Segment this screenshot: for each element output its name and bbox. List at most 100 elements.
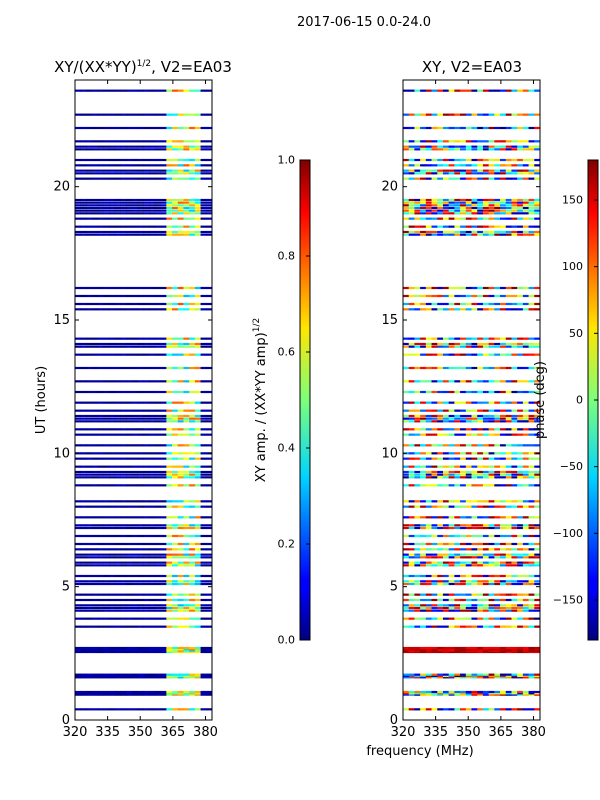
heatmap-cell: [143, 230, 150, 234]
heatmap-cell: [511, 233, 518, 236]
heatmap-cell: [454, 609, 461, 612]
heatmap-cell: [403, 693, 410, 696]
heatmap-cell: [471, 556, 478, 559]
heatmap-cell: [522, 604, 529, 607]
heatmap-cell: [408, 201, 415, 204]
heatmap-cell: [137, 516, 144, 519]
heatmap-cell: [517, 342, 524, 346]
heatmap-cell: [103, 198, 110, 202]
heatmap-cell: [137, 444, 144, 447]
right-time-row: [403, 708, 541, 711]
heatmap-cell: [437, 337, 444, 340]
heatmap-cell: [471, 604, 478, 607]
heatmap-cell: [420, 89, 427, 92]
heatmap-cell: [189, 470, 196, 474]
heatmap-cell: [505, 444, 512, 447]
heatmap-cell: [414, 593, 421, 596]
heatmap-cell: [437, 414, 444, 418]
heatmap-cell: [160, 353, 167, 356]
heatmap-cell: [103, 366, 110, 370]
heatmap-cell: [80, 526, 87, 530]
heatmap-cell: [420, 593, 427, 596]
heatmap-cell: [183, 690, 190, 694]
left-time-row: [75, 452, 213, 455]
heatmap-cell: [120, 342, 127, 346]
heatmap-cell: [103, 548, 110, 551]
heatmap-cell: [511, 674, 518, 678]
heatmap-cell: [189, 582, 196, 586]
heatmap-cell: [200, 648, 207, 651]
heatmap-cell: [189, 140, 196, 143]
heatmap-cell: [120, 286, 127, 290]
heatmap-cell: [109, 693, 116, 696]
heatmap-cell: [420, 516, 427, 519]
right-time-row: [403, 564, 541, 567]
heatmap-cell: [454, 524, 461, 527]
heatmap-cell: [454, 409, 461, 412]
heatmap-cell: [92, 473, 99, 476]
heatmap-cell: [97, 690, 104, 694]
heatmap-cell: [528, 209, 535, 212]
heatmap-cell: [103, 89, 110, 92]
heatmap-cell: [420, 505, 427, 508]
heatmap-cell: [522, 230, 529, 234]
heatmap-cell: [189, 420, 196, 423]
heatmap-cell: [177, 230, 184, 234]
heatmap-cell: [408, 198, 415, 202]
heatmap-cell: [420, 401, 427, 404]
heatmap-cell: [437, 433, 444, 436]
heatmap-cell: [154, 690, 161, 694]
heatmap-cell: [528, 690, 535, 694]
heatmap-cell: [132, 164, 139, 167]
heatmap-cell: [482, 145, 489, 148]
heatmap-cell: [477, 417, 484, 420]
heatmap-cell: [431, 302, 438, 306]
heatmap-cell: [177, 606, 184, 610]
heatmap-cell: [200, 646, 207, 650]
heatmap-cell: [132, 140, 139, 143]
heatmap-cell: [505, 574, 512, 578]
heatmap-cell: [528, 145, 535, 148]
heatmap-cell: [103, 409, 110, 412]
heatmap-cell: [420, 598, 427, 602]
heatmap-cell: [92, 606, 99, 610]
heatmap-cell: [403, 692, 410, 695]
heatmap-cell: [183, 233, 190, 236]
heatmap-cell: [500, 209, 507, 212]
heatmap-cell: [137, 145, 144, 148]
heatmap-cell: [97, 294, 104, 298]
heatmap-cell: [477, 676, 484, 679]
heatmap-cell: [149, 473, 156, 476]
heatmap-cell: [86, 553, 93, 556]
heatmap-cell: [522, 145, 529, 148]
left-time-row: [75, 217, 213, 220]
heatmap-cell: [528, 693, 535, 696]
heatmap-cell: [143, 500, 150, 503]
heatmap-cell: [160, 308, 167, 311]
heatmap-cell: [528, 126, 535, 130]
heatmap-cell: [414, 500, 421, 503]
heatmap-cell: [160, 286, 167, 290]
heatmap-cell: [86, 465, 93, 468]
heatmap-cell: [126, 452, 133, 455]
heatmap-cell: [408, 649, 415, 652]
heatmap-cell: [200, 556, 207, 559]
heatmap-cell: [471, 294, 478, 298]
heatmap-cell: [431, 126, 438, 130]
left-time-row: [75, 308, 213, 311]
heatmap-cell: [177, 217, 184, 220]
heatmap-cell: [414, 674, 421, 678]
heatmap-cell: [460, 604, 467, 607]
heatmap-cell: [482, 582, 489, 586]
heatmap-cell: [522, 646, 529, 650]
heatmap-cell: [534, 420, 541, 423]
heatmap-cell: [403, 708, 410, 711]
heatmap-cell: [511, 286, 518, 290]
heatmap-cell: [425, 390, 432, 394]
left-time-row: [75, 516, 213, 519]
heatmap-cell: [448, 201, 455, 204]
heatmap-cell: [517, 428, 524, 431]
heatmap-cell: [488, 169, 495, 172]
heatmap-cell: [160, 209, 167, 212]
heatmap-cell: [154, 693, 161, 696]
